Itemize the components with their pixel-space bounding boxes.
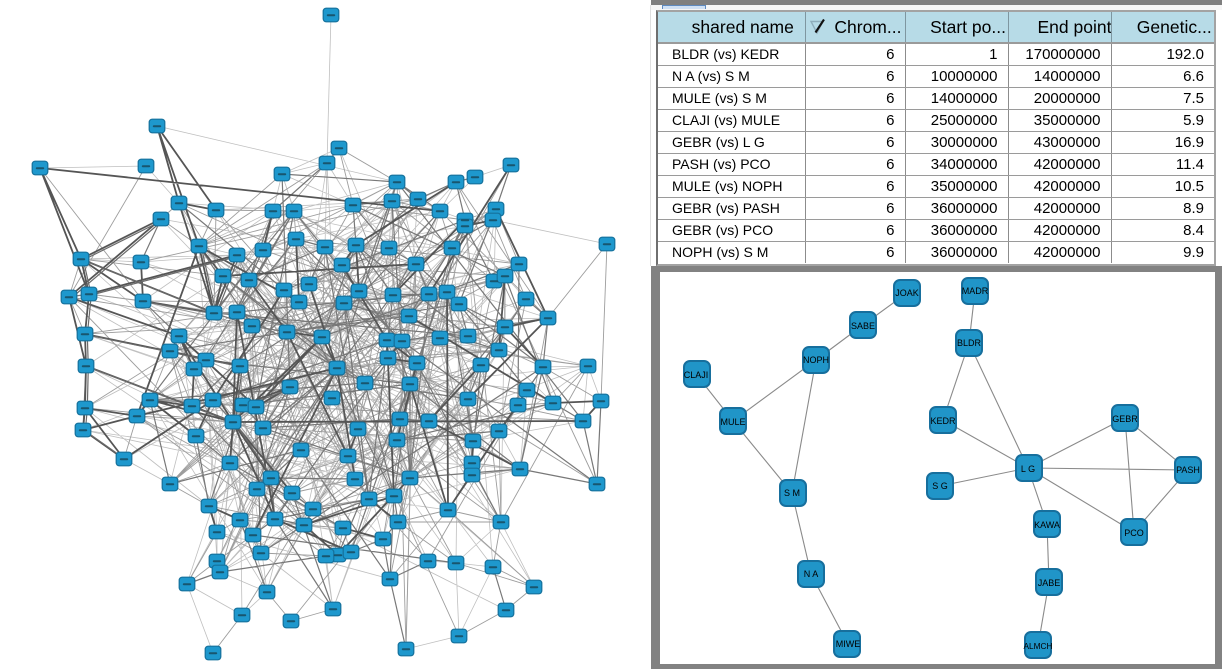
svg-text:MADR: MADR	[962, 286, 989, 296]
svg-text:ALMCH: ALMCH	[1023, 641, 1052, 651]
svg-text:GEBR: GEBR	[1112, 414, 1138, 424]
svg-text:PCO: PCO	[1124, 528, 1144, 538]
svg-text:MULE: MULE	[720, 417, 745, 427]
svg-text:BLDR: BLDR	[957, 338, 982, 348]
svg-text:SABE: SABE	[851, 321, 875, 331]
svg-text:S G: S G	[932, 481, 948, 491]
svg-text:KEDR: KEDR	[930, 416, 956, 426]
svg-text:L G: L G	[1021, 464, 1035, 474]
svg-text:CLAJI: CLAJI	[684, 370, 709, 380]
svg-text:S M: S M	[784, 488, 800, 498]
svg-text:PASH: PASH	[1176, 465, 1200, 475]
svg-text:N A: N A	[804, 569, 819, 579]
svg-text:NOPH: NOPH	[803, 355, 829, 365]
svg-text:JABE: JABE	[1038, 578, 1061, 588]
svg-text:MIWE: MIWE	[836, 639, 861, 649]
svg-text:JOAK: JOAK	[895, 288, 919, 298]
svg-text:KAWA: KAWA	[1034, 520, 1060, 530]
